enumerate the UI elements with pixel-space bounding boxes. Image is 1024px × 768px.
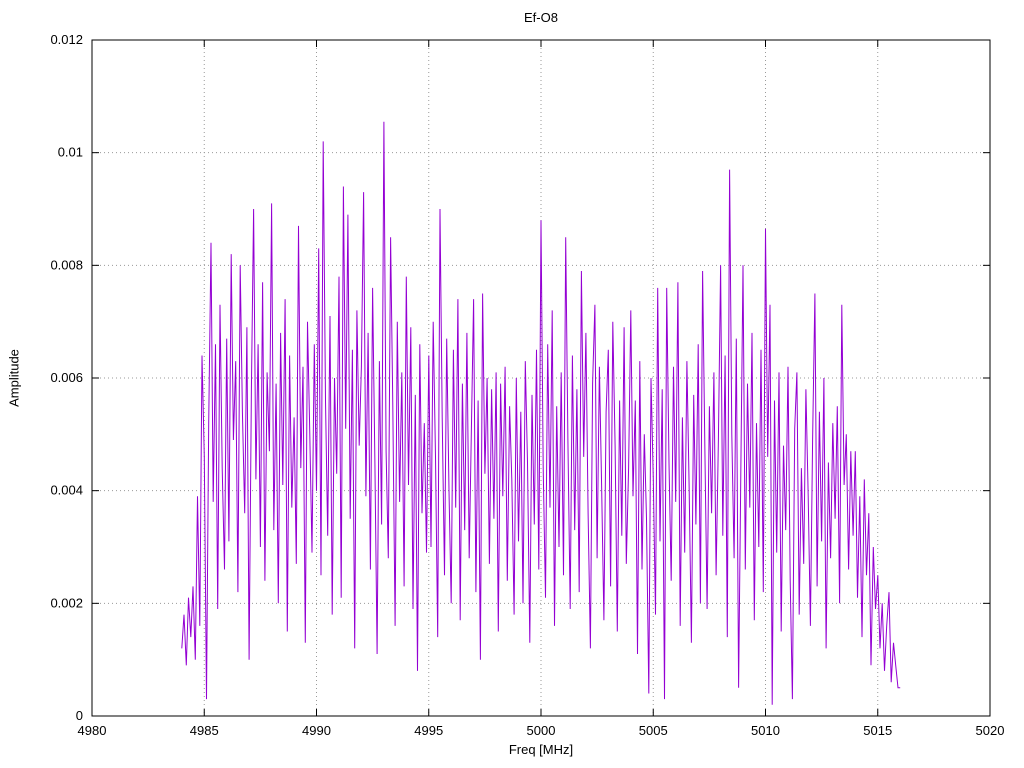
data-line (181, 121, 901, 705)
plot-border (91, 39, 991, 717)
x-axis-label: Freq [MHz] (508, 742, 574, 757)
x-tick-label: 4990 (302, 723, 331, 738)
x-tick-label: 5005 (639, 723, 668, 738)
y-tick-label: 0 (76, 708, 83, 723)
x-tick-label: 4995 (414, 723, 443, 738)
x-tick-label: 5010 (751, 723, 780, 738)
x-tick-label: 4985 (190, 723, 219, 738)
y-tick-label: 0.012 (50, 32, 83, 47)
y-tick-label: 0.008 (50, 257, 83, 272)
x-tick-label: 4980 (78, 723, 107, 738)
x-tick-label: 5015 (863, 723, 892, 738)
y-tick-label: 0.004 (50, 483, 83, 498)
y-tick-label: 0.006 (50, 370, 83, 385)
y-axis-label: Amplitude (6, 349, 22, 407)
x-tick-label: 5000 (527, 723, 556, 738)
y-tick-label: 0.002 (50, 595, 83, 610)
x-tick-label: 5020 (976, 723, 1005, 738)
chart-title: Ef-O8 (524, 10, 558, 25)
y-tick-label: 0.01 (58, 145, 83, 160)
